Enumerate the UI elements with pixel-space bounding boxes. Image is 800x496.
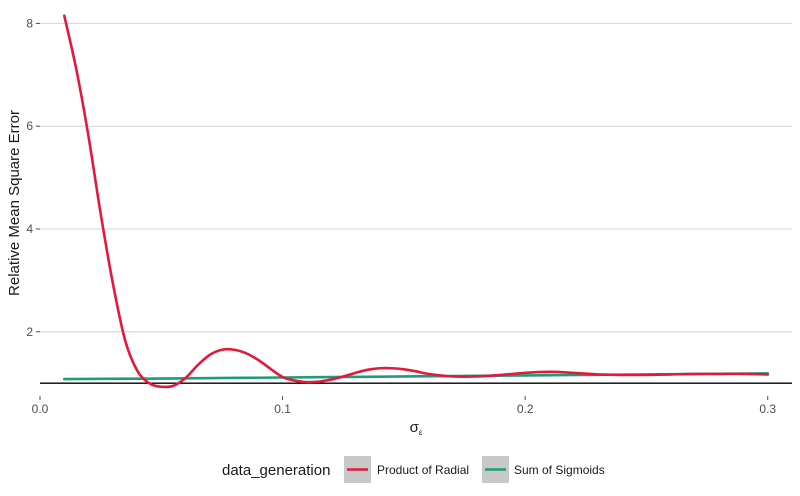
- y-tick-label: 8: [26, 16, 33, 30]
- series-lines: [62, 14, 770, 389]
- x-tick-label: 0.2: [517, 402, 534, 416]
- legend-label-product-of-radial: Product of Radial: [377, 463, 469, 477]
- x-axis-title-main: σ: [410, 419, 420, 436]
- x-tick-label: 0.1: [274, 402, 291, 416]
- x-tick-label: 0.0: [32, 402, 49, 416]
- x-axis-ticks: 0.0 0.1 0.2 0.3: [32, 396, 776, 416]
- y-axis-ticks: 2 4 6 8: [26, 16, 40, 339]
- x-axis-title: σε: [410, 419, 423, 437]
- legend: data_generation Product of Radial Sum of…: [222, 456, 605, 483]
- y-tick-label: 6: [26, 119, 33, 133]
- y-axis-title: Relative Mean Square Error: [6, 110, 23, 296]
- gridlines: [40, 22, 792, 333]
- series-line-product-of-radial: [62, 14, 770, 389]
- legend-item-product-of-radial: Product of Radial: [344, 456, 469, 483]
- x-tick-label: 0.3: [759, 402, 776, 416]
- y-tick-label: 2: [26, 325, 33, 339]
- y-tick-label: 4: [26, 222, 33, 236]
- x-axis-title-subscript: ε: [419, 428, 423, 437]
- legend-label-sum-of-sigmoids: Sum of Sigmoids: [514, 463, 605, 477]
- legend-title: data_generation: [222, 462, 330, 479]
- legend-item-sum-of-sigmoids: Sum of Sigmoids: [482, 456, 605, 483]
